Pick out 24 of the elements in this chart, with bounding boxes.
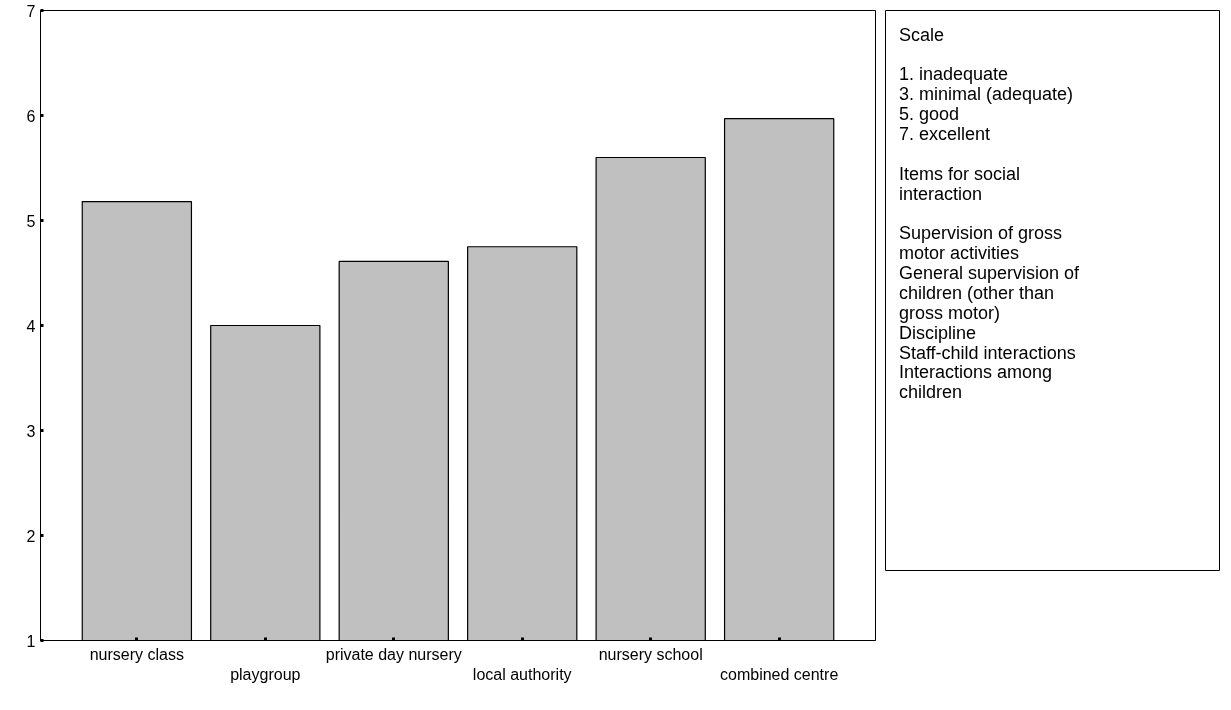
y-tick-label: 3: [26, 422, 36, 440]
y-tick-label: 2: [26, 527, 36, 545]
y-tick-label: 6: [26, 107, 36, 125]
x-tick-label: combined centre: [720, 665, 839, 683]
x-tick-label: playgroup: [230, 665, 301, 683]
text: Interactions among children: [898, 362, 1052, 403]
y-tick-label: 7: [26, 2, 36, 20]
y-tick-label: 5: [26, 212, 36, 230]
text: 7. excellent: [898, 123, 990, 144]
y-tick-label: 1: [26, 632, 36, 650]
text: 1. inadequate: [898, 64, 1009, 85]
text: Discipline: [898, 322, 976, 343]
y-tick-label: 4: [26, 317, 36, 335]
x-tick-label: nursery class: [89, 645, 184, 663]
x-tick-label: nursery school: [598, 645, 703, 663]
text: Staff-child interactions: [898, 342, 1076, 363]
text: General supervision of children (other than gross motor): [898, 263, 1080, 323]
text: 3. minimal (adequate): [898, 84, 1073, 105]
text: Items for social interaction: [898, 163, 1020, 204]
x-tick-label: local authority: [472, 665, 572, 683]
x-tick-label: private day nursery: [325, 645, 462, 663]
text: Supervision of gross motor activities: [898, 223, 1062, 264]
text: 5. good: [898, 104, 959, 125]
text: Scale: [898, 24, 944, 45]
